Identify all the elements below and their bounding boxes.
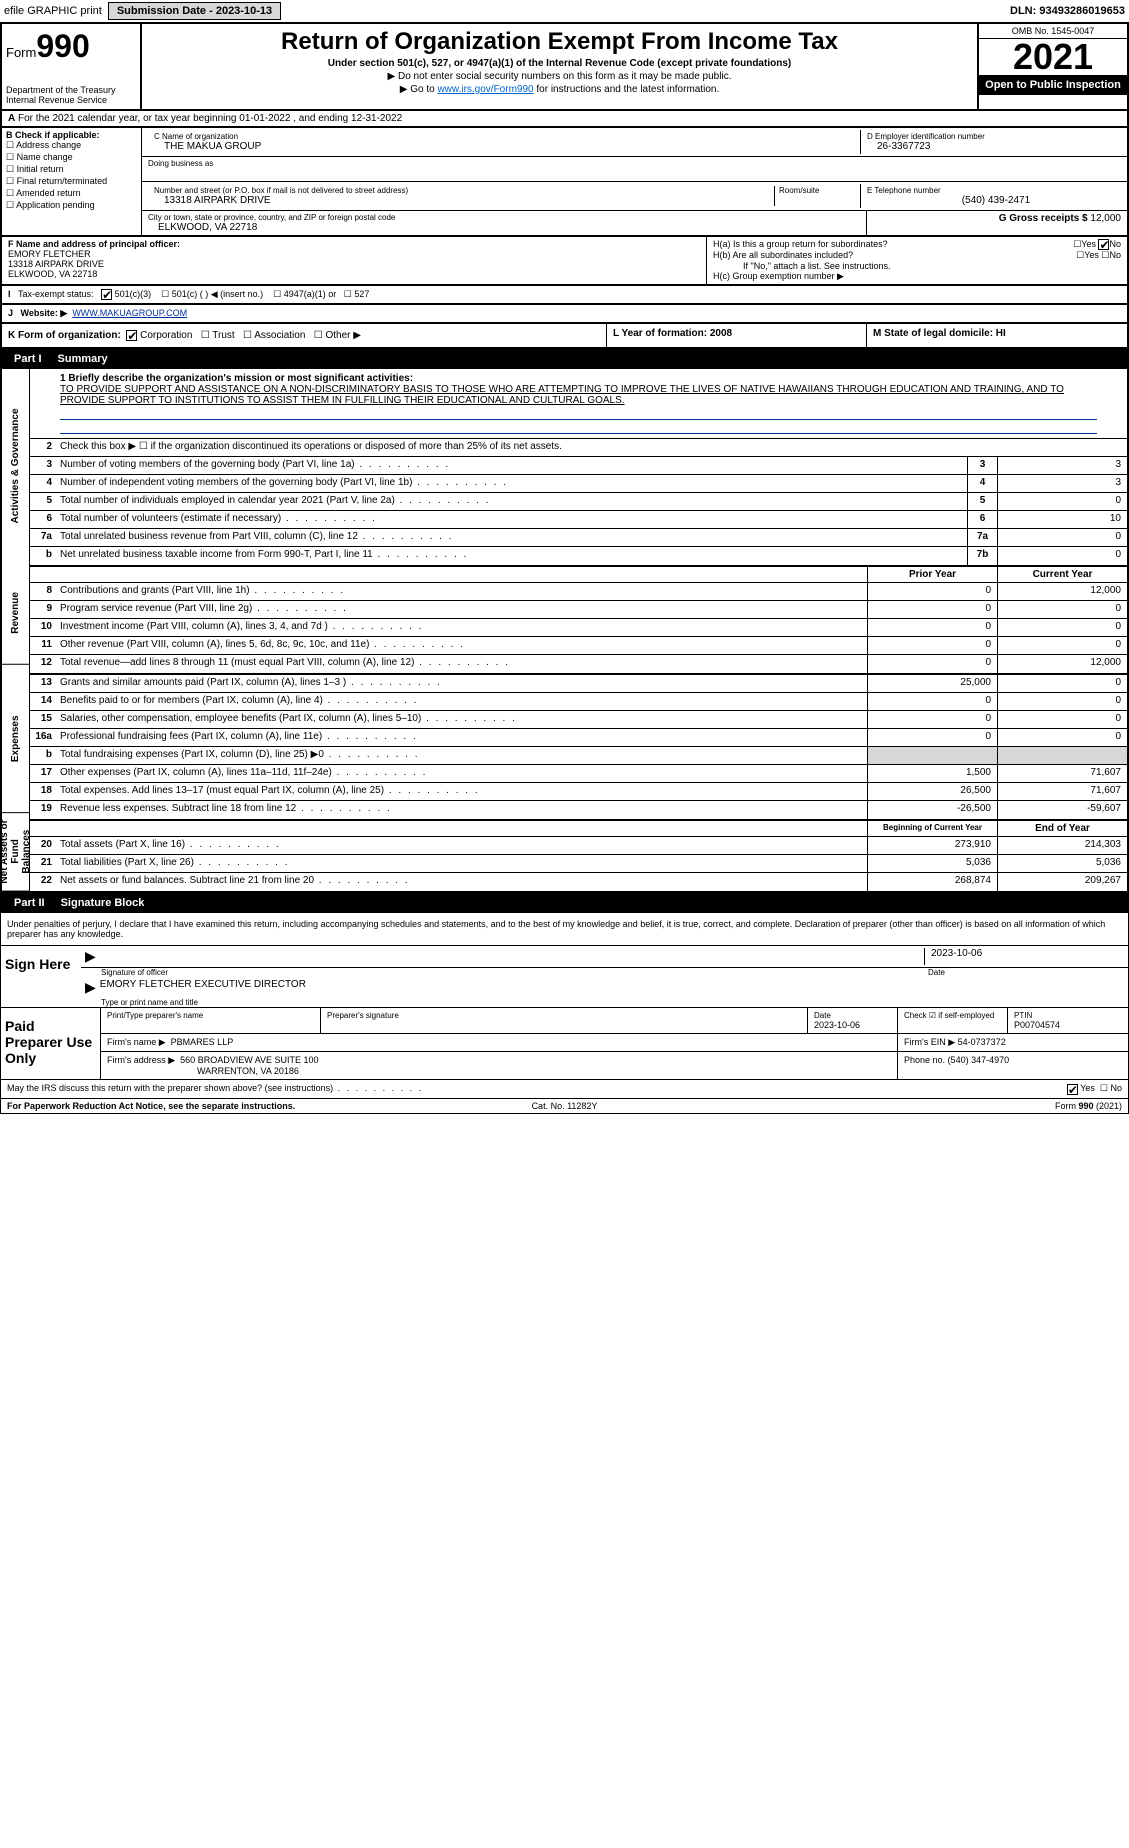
data-row: 20Total assets (Part X, line 16)273,9102… — [30, 837, 1127, 855]
sections-klm: K Form of organization: Corporation ☐ Tr… — [0, 324, 1129, 349]
sections-bcdeg: B Check if applicable: ☐ Address change … — [0, 128, 1129, 237]
ck-address-change[interactable]: ☐ Address change — [6, 140, 137, 151]
ptin-value: P00704574 — [1014, 1020, 1122, 1030]
section-b: B Check if applicable: ☐ Address change … — [2, 128, 142, 235]
part1-header: Part I Summary — [0, 349, 1129, 369]
data-row: bTotal fundraising expenses (Part IX, co… — [30, 747, 1127, 765]
sign-here-block: Sign Here ▶ 2023-10-06 Signature of offi… — [0, 945, 1129, 1008]
ck-may-irs-yes[interactable] — [1067, 1084, 1078, 1095]
penalties-text: Under penalties of perjury, I declare th… — [0, 913, 1129, 945]
mission-block: 1 Briefly describe the organization's mi… — [30, 369, 1127, 439]
page-footer: For Paperwork Reduction Act Notice, see … — [0, 1099, 1129, 1114]
section-c: C Name of organization THE MAKUA GROUP D… — [142, 128, 1127, 235]
gross-receipts: 12,000 — [1090, 213, 1121, 224]
form-header: Form990 Department of the Treasury Inter… — [0, 22, 1129, 111]
gov-row: 4Number of independent voting members of… — [30, 475, 1127, 493]
ck-amended-return[interactable]: ☐ Amended return — [6, 188, 137, 199]
gov-row: 7aTotal unrelated business revenue from … — [30, 529, 1127, 547]
header-left: Form990 Department of the Treasury Inter… — [2, 24, 142, 109]
data-row: 16aProfessional fundraising fees (Part I… — [30, 729, 1127, 747]
dept-label: Department of the Treasury — [6, 85, 136, 95]
sig-date-value: 2023-10-06 — [924, 948, 1124, 965]
gov-row: 6Total number of volunteers (estimate if… — [30, 511, 1127, 529]
gov-row: bNet unrelated business taxable income f… — [30, 547, 1127, 565]
ck-name-change[interactable]: ☐ Name change — [6, 152, 137, 163]
side-revenue: Revenue — [2, 563, 30, 665]
phone-label: E Telephone number — [867, 186, 1115, 195]
section-a: A For the 2021 calendar year, or tax yea… — [0, 111, 1129, 128]
form-number: Form990 — [6, 28, 136, 65]
topbar: efile GRAPHIC print Submission Date - 20… — [0, 0, 1129, 22]
form-note1: ▶ Do not enter social security numbers o… — [148, 71, 971, 82]
header-right: OMB No. 1545-0047 2021 Open to Public In… — [977, 24, 1127, 109]
arrow-icon: ▶ — [85, 979, 96, 996]
data-row: 15Salaries, other compensation, employee… — [30, 711, 1127, 729]
section-l: L Year of formation: 2008 — [607, 324, 867, 347]
section-j: J Website: ▶ WWW.MAKUAGROUP.COM — [0, 305, 1129, 324]
phone-value: (540) 439-2471 — [867, 195, 1115, 206]
ein-value: 26-3367723 — [867, 141, 1115, 152]
form-title: Return of Organization Exempt From Incom… — [148, 28, 971, 56]
side-expenses: Expenses — [2, 665, 30, 813]
side-governance: Activities & Governance — [2, 369, 30, 563]
submission-date-btn[interactable]: Submission Date - 2023-10-13 — [108, 2, 281, 20]
data-row: 14Benefits paid to or for members (Part … — [30, 693, 1127, 711]
open-to-public: Open to Public Inspection — [979, 75, 1127, 95]
section-m: M State of legal domicile: HI — [867, 324, 1127, 347]
sections-fh: F Name and address of principal officer:… — [0, 237, 1129, 286]
irs-link[interactable]: www.irs.gov/Form990 — [437, 84, 533, 95]
ck-corporation[interactable] — [126, 330, 137, 341]
data-row: 10Investment income (Part VIII, column (… — [30, 619, 1127, 637]
data-row: 9Program service revenue (Part VIII, lin… — [30, 601, 1127, 619]
header-center: Return of Organization Exempt From Incom… — [142, 24, 977, 109]
gov-row: 3Number of voting members of the governi… — [30, 457, 1127, 475]
tax-year: 2021 — [979, 39, 1127, 75]
data-row: 18Total expenses. Add lines 13–17 (must … — [30, 783, 1127, 801]
section-k: K Form of organization: Corporation ☐ Tr… — [2, 324, 607, 347]
data-row: 12Total revenue—add lines 8 through 11 (… — [30, 655, 1127, 673]
firm-phone: (540) 347-4970 — [948, 1055, 1010, 1065]
org-name: THE MAKUA GROUP — [154, 141, 854, 152]
officer-name: EMORY FLETCHER — [8, 249, 91, 259]
ck-group-no[interactable] — [1098, 239, 1109, 250]
data-row: 11Other revenue (Part VIII, column (A), … — [30, 637, 1127, 655]
mission-text: TO PROVIDE SUPPORT AND ASSISTANCE ON A N… — [60, 384, 1064, 406]
section-i: I Tax-exempt status: 501(c)(3) ☐ 501(c) … — [0, 286, 1129, 305]
ck-application-pending[interactable]: ☐ Application pending — [6, 200, 137, 211]
ck-initial-return[interactable]: ☐ Initial return — [6, 164, 137, 175]
org-city: ELKWOOD, VA 22718 — [148, 222, 860, 233]
data-row: 21Total liabilities (Part X, line 26)5,0… — [30, 855, 1127, 873]
section-h: H(a) Is this a group return for subordin… — [707, 237, 1127, 284]
firm-ein: 54-0737372 — [958, 1037, 1006, 1047]
side-netassets: Net Assets or Fund Balances — [2, 813, 30, 892]
efile-label: efile GRAPHIC print — [4, 5, 102, 17]
org-street: 13318 AIRPARK DRIVE — [154, 195, 774, 206]
data-row: 22Net assets or fund balances. Subtract … — [30, 873, 1127, 891]
data-row: 13Grants and similar amounts paid (Part … — [30, 675, 1127, 693]
website-link[interactable]: WWW.MAKUAGROUP.COM — [72, 308, 187, 318]
paid-preparer-block: Paid Preparer Use Only Print/Type prepar… — [0, 1008, 1129, 1080]
ein-label: D Employer identification number — [867, 132, 1115, 141]
may-irs-row: May the IRS discuss this return with the… — [0, 1080, 1129, 1098]
part1-body: Activities & Governance Revenue Expenses… — [0, 369, 1129, 893]
data-row: 8Contributions and grants (Part VIII, li… — [30, 583, 1127, 601]
data-row: 17Other expenses (Part IX, column (A), l… — [30, 765, 1127, 783]
gov-row: 5Total number of individuals employed in… — [30, 493, 1127, 511]
firm-name: PBMARES LLP — [171, 1037, 234, 1047]
form-note2: ▶ Go to www.irs.gov/Form990 for instruct… — [148, 84, 971, 95]
dln-label: DLN: 93493286019653 — [1010, 5, 1125, 17]
section-f: F Name and address of principal officer:… — [2, 237, 707, 284]
ck-final-return[interactable]: ☐ Final return/terminated — [6, 176, 137, 187]
part2-header: Part II Signature Block — [0, 893, 1129, 913]
form-subtitle: Under section 501(c), 527, or 4947(a)(1)… — [148, 58, 971, 69]
data-row: 19Revenue less expenses. Subtract line 1… — [30, 801, 1127, 819]
officer-printed-name: EMORY FLETCHER EXECUTIVE DIRECTOR — [100, 979, 306, 996]
arrow-icon: ▶ — [85, 948, 96, 965]
ck-501c3[interactable] — [101, 289, 112, 300]
irs-label: Internal Revenue Service — [6, 95, 136, 105]
